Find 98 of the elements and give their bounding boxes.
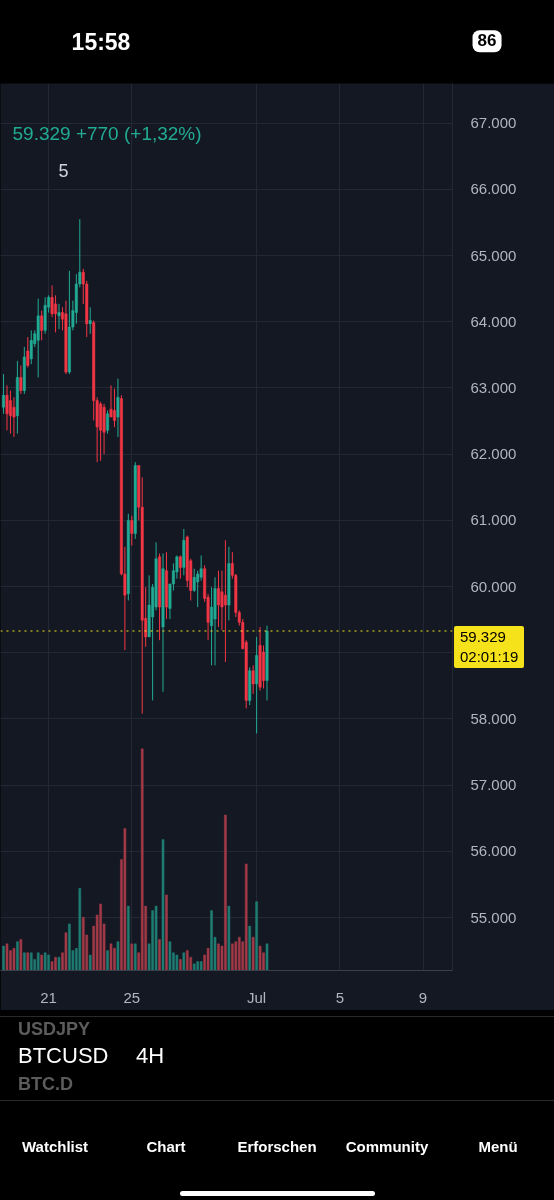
candlestick bbox=[2, 373, 5, 415]
candlestick bbox=[106, 410, 109, 435]
candlestick bbox=[251, 664, 255, 695]
bar bbox=[258, 945, 262, 971]
bar bbox=[26, 952, 30, 971]
bar bbox=[196, 961, 199, 971]
bar bbox=[57, 956, 61, 971]
bar bbox=[140, 748, 144, 971]
bar bbox=[237, 936, 241, 971]
text: USDJPY bbox=[18, 1018, 91, 1040]
bar bbox=[130, 943, 134, 971]
bar bbox=[175, 954, 179, 971]
ref-line-label: 59.329 bbox=[460, 626, 507, 647]
candlestick bbox=[54, 294, 57, 333]
bar bbox=[161, 839, 165, 971]
text: Watchlist bbox=[21, 1138, 89, 1156]
bar bbox=[99, 903, 102, 971]
candlestick bbox=[130, 515, 134, 547]
bar bbox=[182, 952, 186, 971]
annotation: 59.329 +770 (+1,32%) bbox=[12, 123, 202, 144]
x-tick-label: 9 bbox=[418, 988, 428, 1006]
y-tick-label: 67.000 bbox=[470, 114, 517, 132]
bar bbox=[43, 952, 47, 971]
text: 02:01:19 bbox=[460, 646, 519, 667]
y-tick-label: 61.000 bbox=[470, 511, 517, 529]
bar bbox=[12, 948, 16, 971]
y-tick-label: 55.000 bbox=[470, 908, 517, 926]
x-tick-label: 5 bbox=[335, 988, 344, 1006]
bar bbox=[78, 888, 82, 971]
bar bbox=[68, 923, 71, 971]
text: Menü bbox=[478, 1138, 518, 1156]
candlestick bbox=[19, 364, 23, 395]
text: Community bbox=[345, 1138, 429, 1156]
bar bbox=[199, 961, 203, 971]
y-tick-label: 57.000 bbox=[470, 776, 517, 794]
bar bbox=[179, 959, 182, 971]
y-tick-label: 58.000 bbox=[470, 709, 517, 727]
bar bbox=[81, 916, 85, 971]
candlestick bbox=[26, 336, 30, 368]
text: 86 bbox=[472, 30, 502, 52]
x-tick-label: Jul bbox=[247, 988, 267, 1006]
bar bbox=[217, 943, 220, 971]
bar bbox=[251, 936, 255, 971]
bar bbox=[123, 828, 127, 971]
x-tick-label: 21 bbox=[40, 988, 57, 1006]
bar bbox=[16, 941, 19, 971]
bar bbox=[2, 945, 5, 971]
candlestick bbox=[40, 310, 44, 341]
bar bbox=[154, 905, 158, 971]
annotation: 5 bbox=[58, 161, 69, 181]
y-tick-label: 65.000 bbox=[470, 246, 517, 264]
text: 4H bbox=[136, 1043, 165, 1069]
bar bbox=[165, 894, 168, 971]
bar bbox=[106, 950, 109, 971]
bar bbox=[23, 952, 26, 971]
bar bbox=[234, 941, 238, 971]
bar bbox=[64, 932, 68, 971]
text: BTC.D bbox=[18, 1073, 73, 1095]
bar bbox=[127, 905, 130, 971]
bar bbox=[210, 910, 213, 971]
bar bbox=[50, 961, 54, 971]
bar bbox=[40, 954, 43, 971]
y-tick-label: 64.000 bbox=[470, 312, 517, 330]
candlestick bbox=[113, 388, 116, 428]
text: BTCUSD bbox=[18, 1043, 109, 1069]
y-tick-label: 63.000 bbox=[470, 378, 517, 396]
candlestick bbox=[223, 539, 227, 663]
bar bbox=[255, 901, 258, 971]
bar bbox=[158, 939, 161, 971]
y-tick-label: 56.000 bbox=[470, 842, 517, 860]
y-tick-label: 60.000 bbox=[470, 577, 517, 595]
text: Erforschen bbox=[237, 1138, 317, 1156]
bar bbox=[54, 956, 57, 971]
bar bbox=[47, 954, 50, 971]
candlestick bbox=[5, 384, 9, 431]
y-tick-label: 62.000 bbox=[470, 445, 517, 463]
x-tick-label: 25 bbox=[123, 988, 141, 1006]
bar bbox=[168, 941, 172, 971]
bar bbox=[227, 905, 231, 971]
bar bbox=[231, 943, 234, 971]
bar bbox=[5, 943, 9, 971]
bar bbox=[265, 943, 269, 971]
text: Chart bbox=[146, 1138, 186, 1156]
candlestick bbox=[88, 306, 92, 335]
bar bbox=[19, 939, 23, 971]
bar bbox=[224, 814, 227, 971]
bar bbox=[88, 954, 92, 971]
bar bbox=[248, 925, 251, 971]
text: 15:58 bbox=[71, 28, 131, 56]
y-tick-label: 66.000 bbox=[470, 180, 517, 198]
bar bbox=[116, 941, 120, 971]
bar bbox=[36, 952, 40, 971]
bar bbox=[192, 963, 196, 971]
bar bbox=[109, 943, 113, 971]
candlestick bbox=[217, 570, 220, 628]
candlestick bbox=[29, 329, 33, 365]
bar bbox=[206, 948, 210, 971]
bar bbox=[244, 863, 248, 971]
